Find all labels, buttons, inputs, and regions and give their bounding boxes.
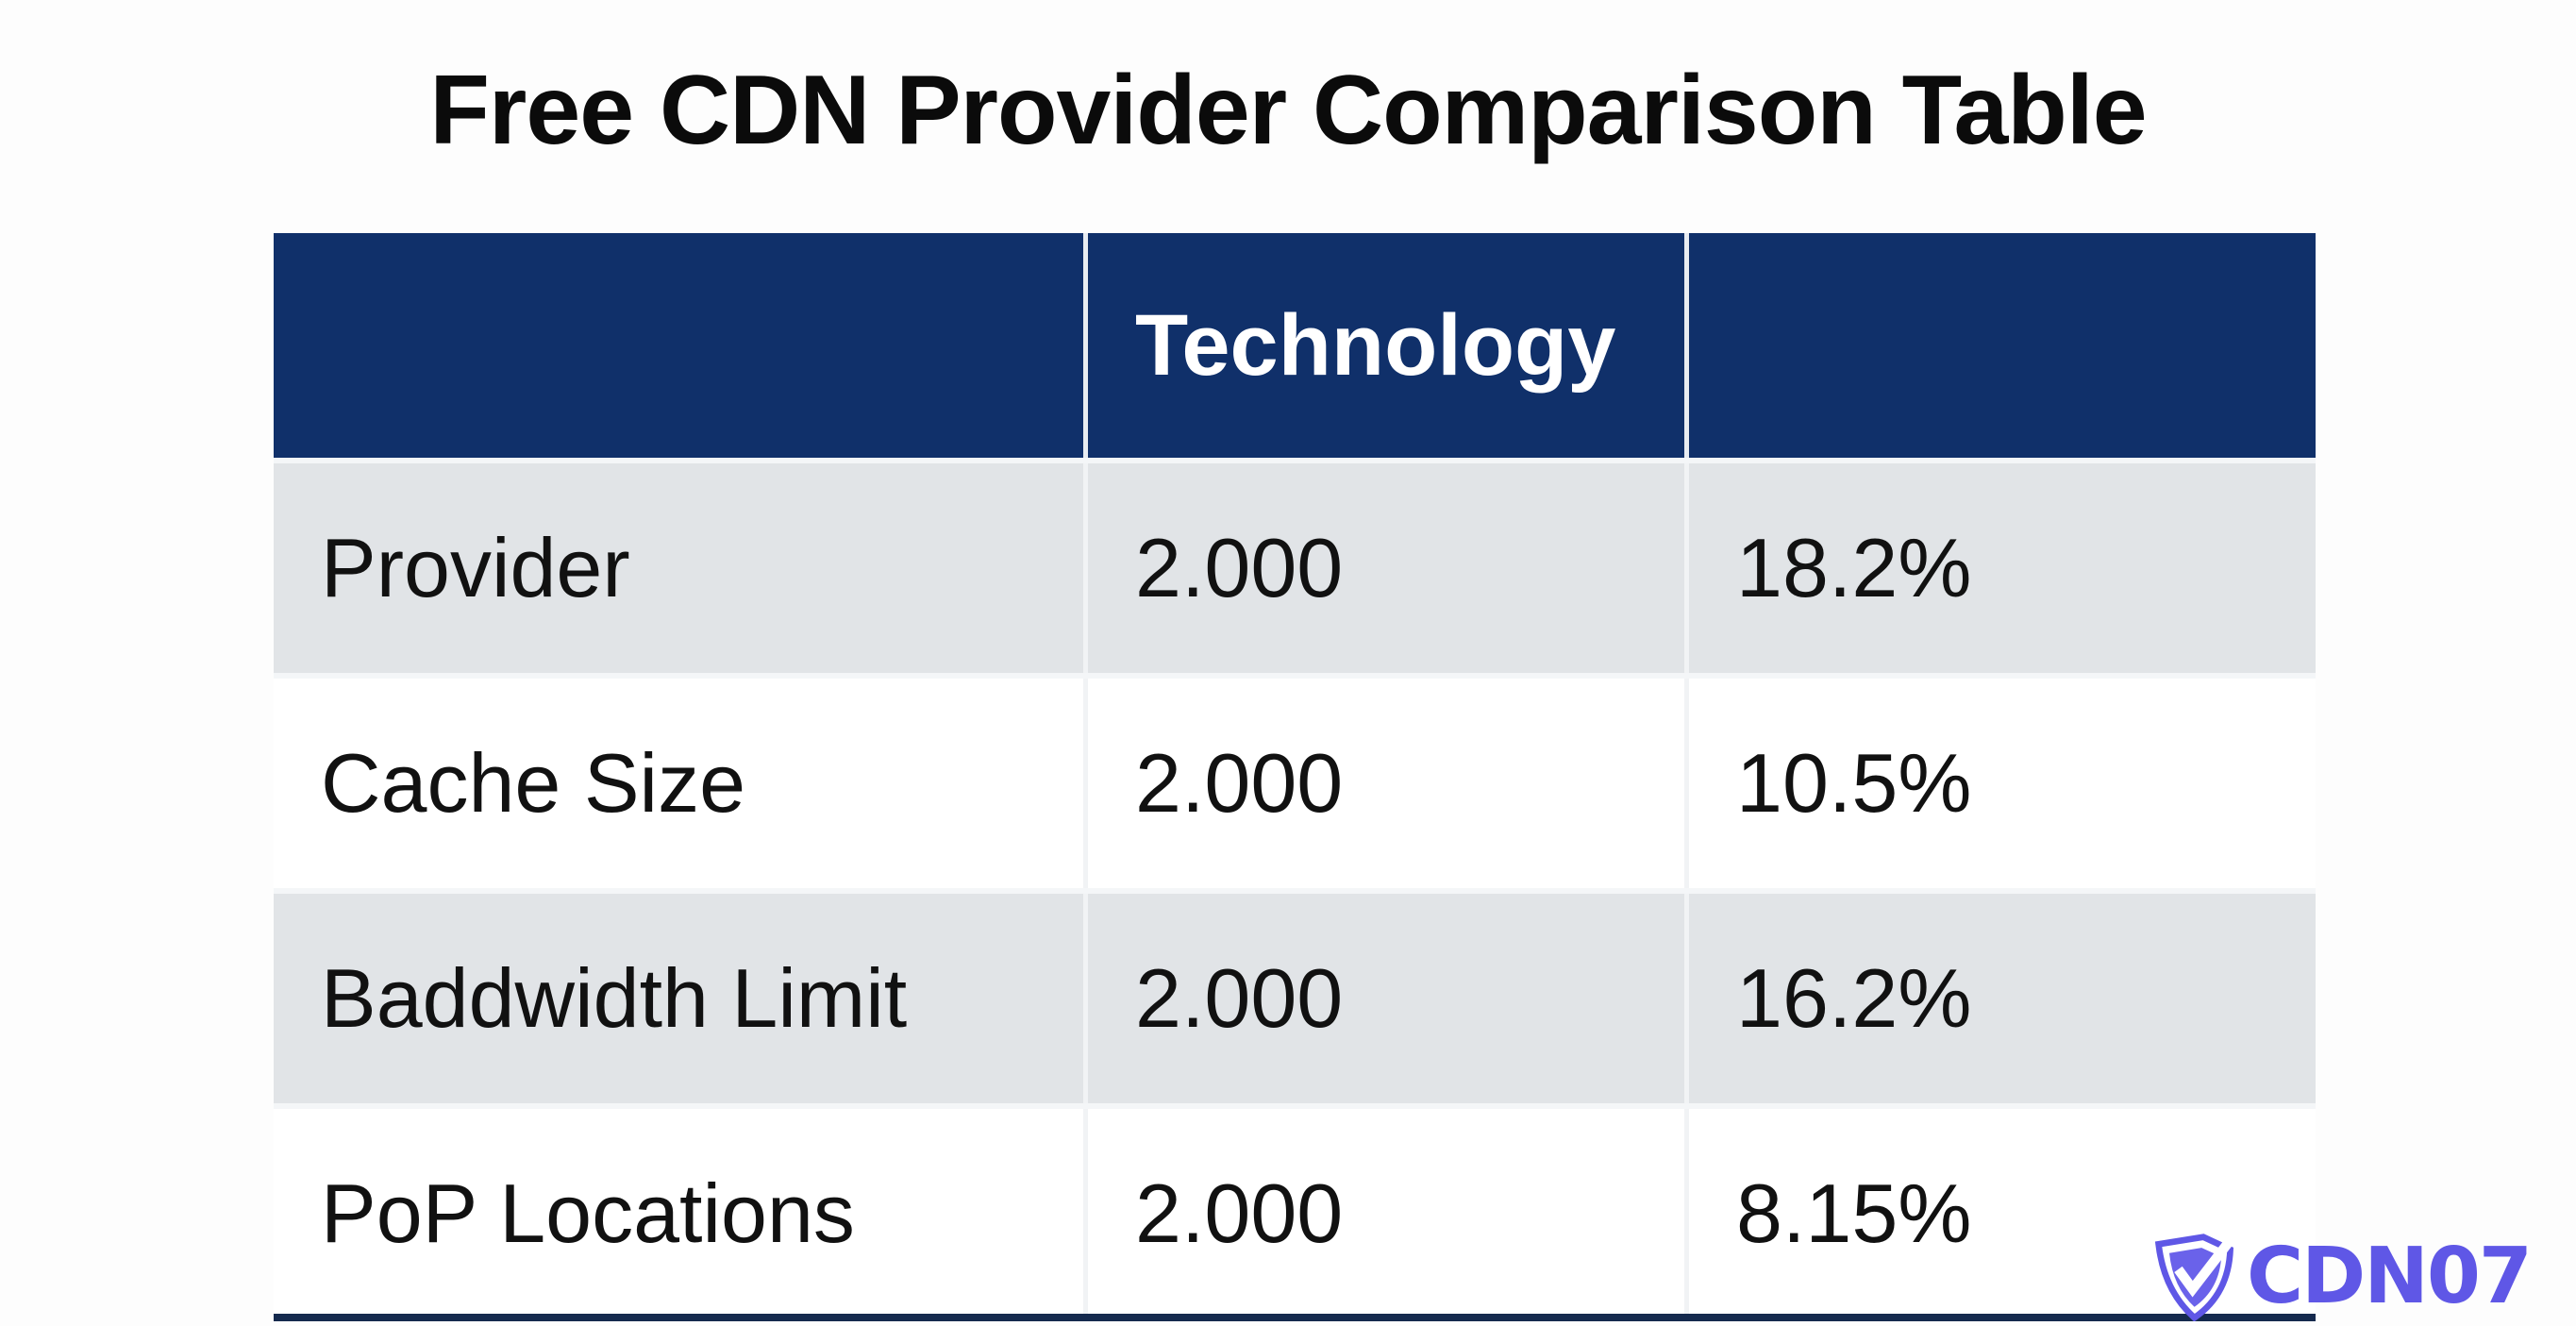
header-cell bbox=[274, 233, 1088, 458]
table-row: Baddwidth Limit 2.000 16.2% bbox=[274, 888, 2316, 1103]
row-percent: 8.15% bbox=[1736, 1167, 1972, 1260]
row-label: Cache Size bbox=[274, 679, 1088, 888]
table-bottom-border bbox=[274, 1314, 2316, 1321]
row-value: 2.000 bbox=[1088, 679, 1689, 888]
row-percent: 16.2% bbox=[1736, 951, 1972, 1045]
row-percent: 10.5% bbox=[1736, 736, 1972, 830]
table-row: Cache Size 2.000 10.5% bbox=[274, 673, 2316, 888]
cdn07-logo: CDN07 bbox=[2151, 1232, 2533, 1321]
shield-check-icon bbox=[2154, 1234, 2234, 1321]
logo-text: CDN07 bbox=[2247, 1232, 2533, 1321]
row-value: 2.000 bbox=[1088, 1109, 1689, 1318]
row-label: PoP Locations bbox=[274, 1109, 1088, 1318]
header-cell bbox=[1689, 233, 2316, 458]
row-label: Provider bbox=[274, 463, 1088, 673]
row-percent: 18.2% bbox=[1736, 521, 1972, 614]
row-value: 2.000 bbox=[1088, 463, 1689, 673]
page-title: Free CDN Provider Comparison Table bbox=[429, 56, 2147, 165]
table-row: Provider 2.000 18.2% bbox=[274, 458, 2316, 673]
header-cell-technology: Technology bbox=[1088, 233, 1689, 458]
row-label: Baddwidth Limit bbox=[274, 894, 1088, 1103]
row-value: 2.000 bbox=[1088, 894, 1689, 1103]
comparison-table: Technology Provider 2.000 18.2% Cache Si… bbox=[274, 233, 2316, 1318]
table-row: PoP Locations 2.000 8.15% bbox=[274, 1103, 2316, 1318]
table-header-row: Technology bbox=[274, 233, 2316, 458]
